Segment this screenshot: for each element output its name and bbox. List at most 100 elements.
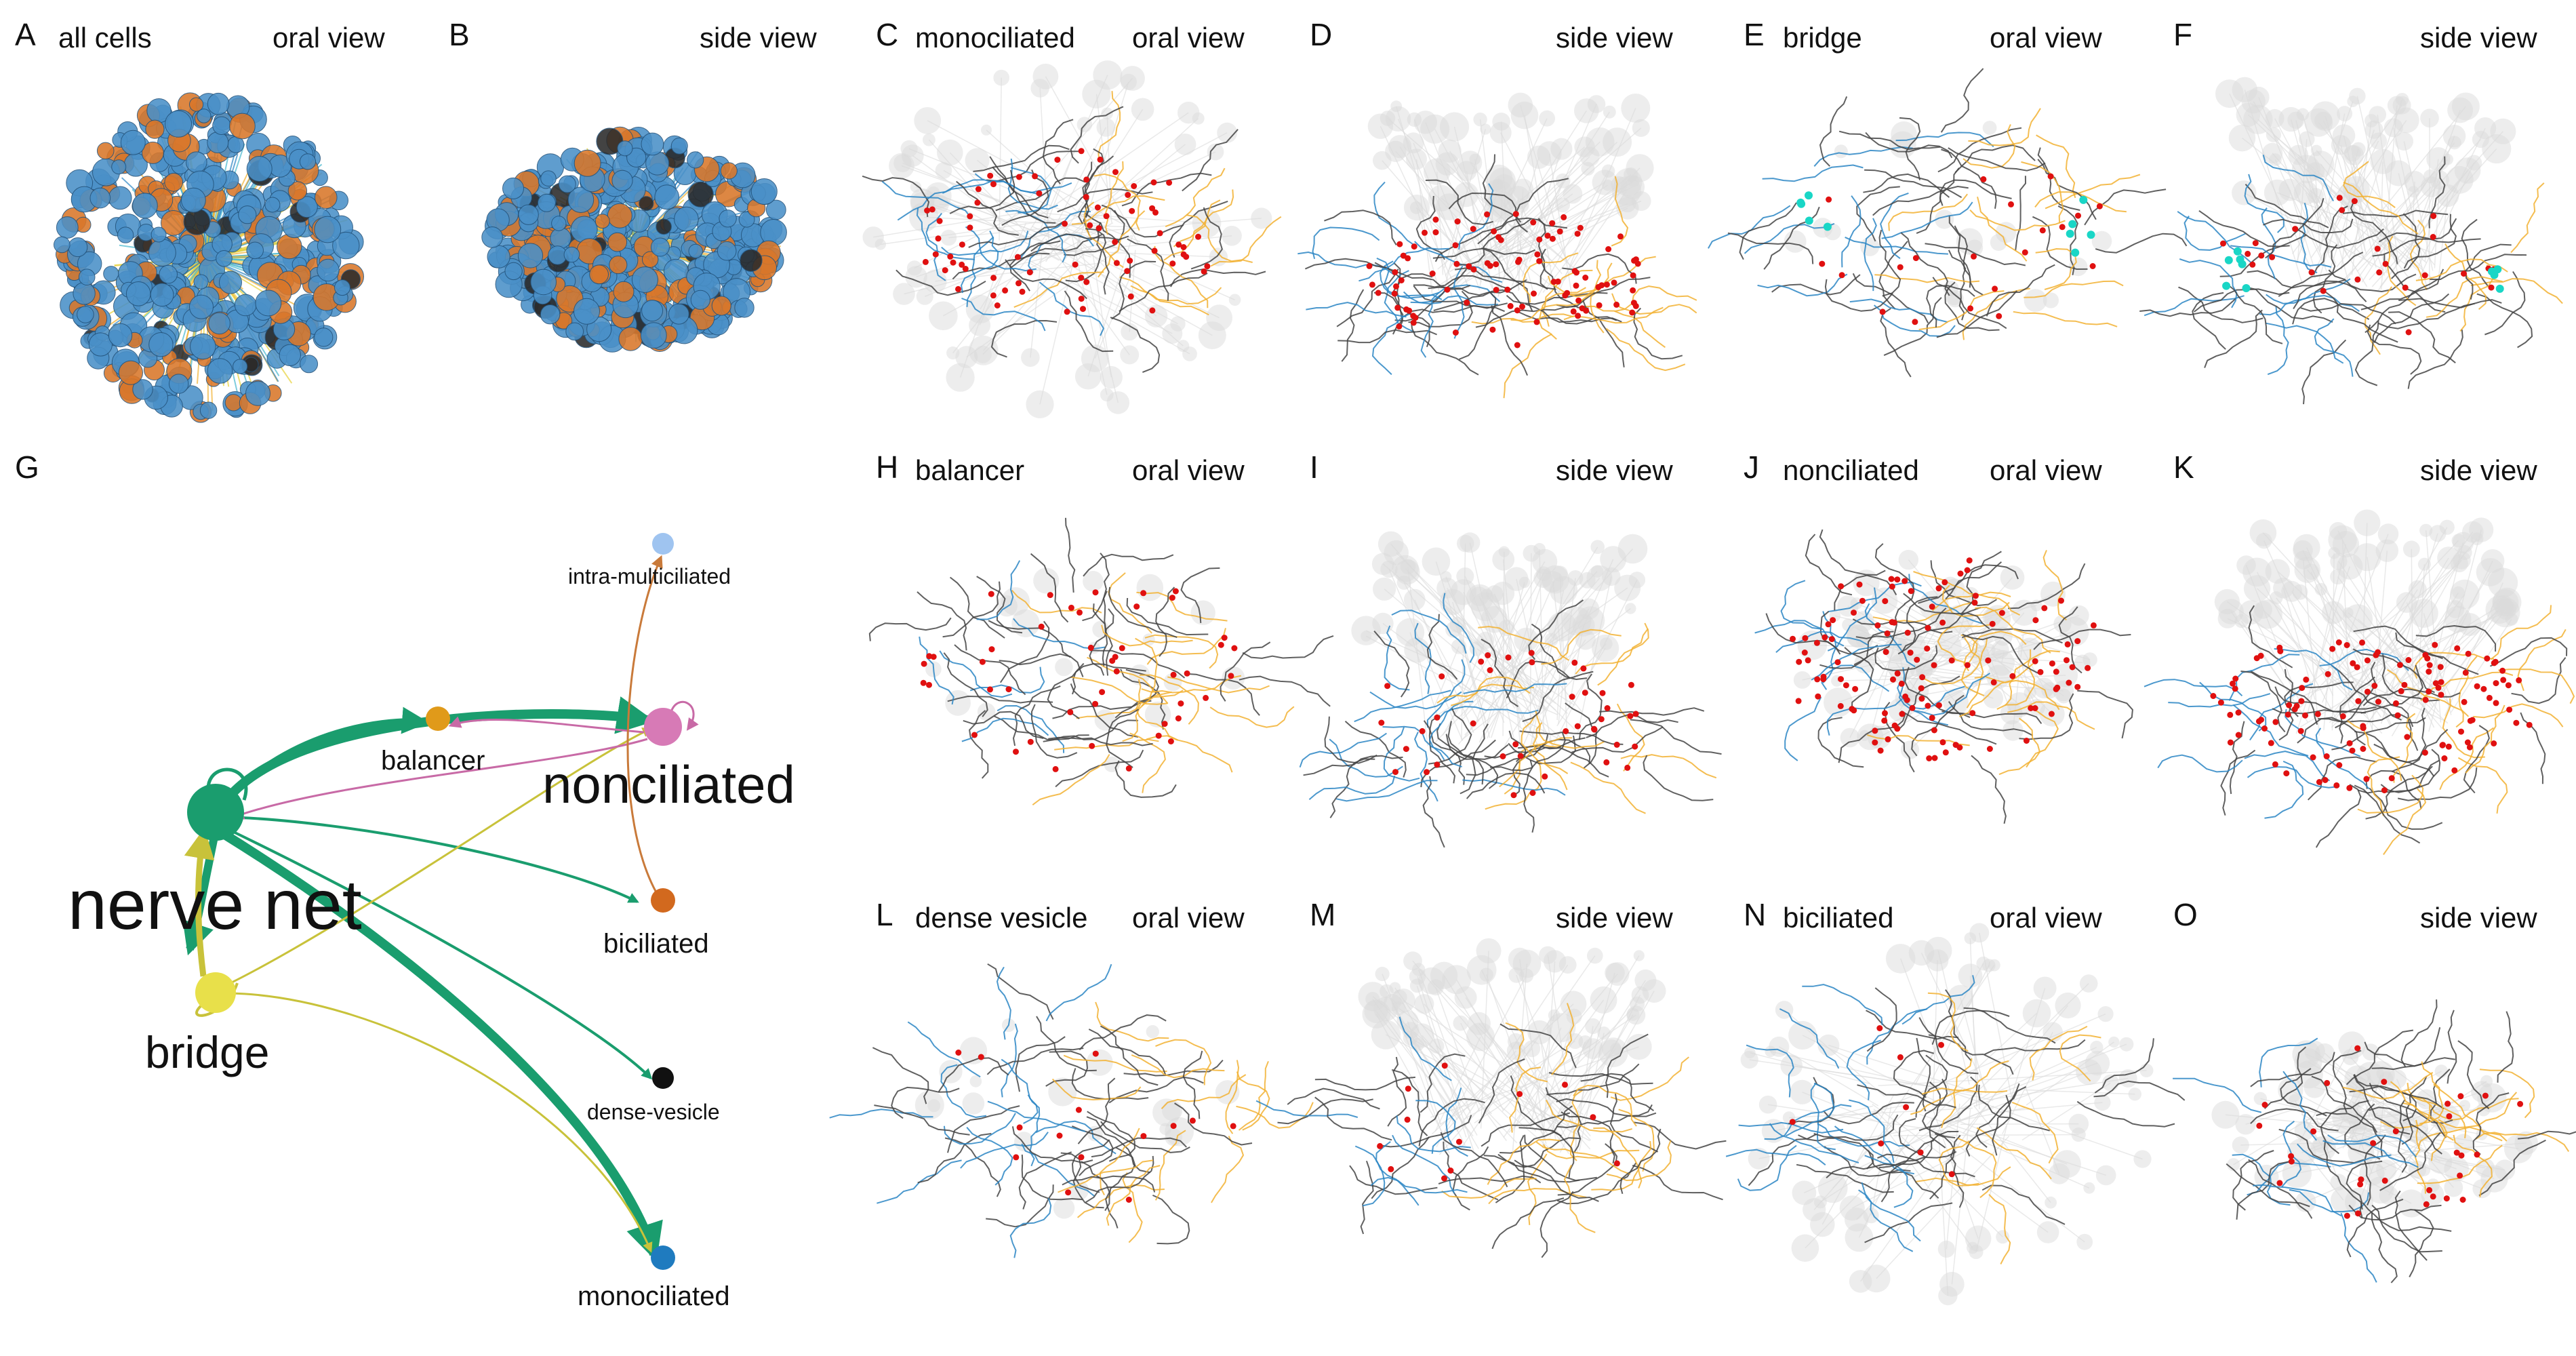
- all-cells-side-render: [481, 126, 787, 353]
- edges-biciliated: [626, 555, 663, 901]
- panel-letter: E: [1744, 17, 1765, 52]
- panel-letter: B: [449, 17, 470, 52]
- panel-view-label: side view: [700, 22, 817, 54]
- neurite-traces: [868, 517, 1334, 805]
- panel-view-label: oral view: [1132, 902, 1245, 934]
- nonciliated-side-render: [2144, 509, 2575, 856]
- all-cells-oral-render: [54, 92, 364, 423]
- ghost-cells: [1784, 121, 2112, 312]
- ghost-cells: [1793, 550, 2097, 759]
- panel-view-label: oral view: [1990, 902, 2102, 934]
- panel-letter: H: [876, 450, 899, 485]
- neurite-traces: [862, 91, 1282, 374]
- cell-cloud: [54, 92, 364, 423]
- ghost-cells: [914, 1018, 1240, 1219]
- panel-view-label: side view: [2420, 902, 2537, 934]
- node-nonciliated: [644, 708, 682, 746]
- synapse-markers: [1366, 211, 1641, 348]
- panel-letter: M: [1310, 897, 1336, 932]
- balancer-oral-render: [868, 517, 1334, 805]
- panel-letter: A: [15, 17, 36, 52]
- node-balancer: [426, 706, 450, 731]
- panel-k: K side view: [2144, 441, 2576, 888]
- panel-o: O side view: [2169, 888, 2576, 1356]
- ghost-cells: [1358, 938, 1666, 1155]
- panel-letter: K: [2173, 450, 2194, 485]
- label-monociliated: monociliated: [578, 1281, 730, 1311]
- synapse-markers: [1378, 650, 1639, 799]
- panel-title: nonciliated: [1783, 454, 1919, 486]
- balancer-side-render: [1299, 531, 1722, 848]
- panel-view-label: side view: [1556, 22, 1673, 54]
- ghost-cells: [862, 60, 1272, 419]
- label-nonciliated: nonciliated: [542, 755, 795, 814]
- panel-title: biciliated: [1783, 902, 1894, 934]
- node-bridge: [195, 972, 236, 1013]
- biciliated-side-render: [2173, 999, 2576, 1283]
- panel-n: N biciliated oral view: [1725, 888, 2186, 1356]
- biciliated-oral-render: [1725, 923, 2186, 1306]
- panel-view-label: oral view: [1990, 22, 2102, 54]
- panel-view-label: side view: [1556, 454, 1673, 486]
- label-nerve-net: nerve net: [68, 866, 362, 944]
- synapse-markers: [1790, 557, 2097, 761]
- bridge-side-render: [2139, 77, 2563, 405]
- panel-title: all cells: [58, 22, 152, 54]
- bridge-oral-render: [1708, 68, 2188, 378]
- ghost-cells: [1351, 531, 1648, 749]
- label-intra-multiciliated: intra-multiciliated: [568, 564, 731, 589]
- node-monociliated: [651, 1245, 675, 1270]
- panel-title: monociliated: [915, 22, 1075, 54]
- node-nerve-net: [187, 784, 244, 841]
- dense-vesicle-side-render: [1255, 938, 1727, 1258]
- panel-letter: N: [1744, 897, 1767, 932]
- label-bridge: bridge: [145, 1027, 270, 1077]
- cell-cloud: [481, 126, 787, 353]
- neurite-traces: [1255, 1003, 1727, 1258]
- panel-letter: C: [876, 17, 899, 52]
- panel-letter: D: [1310, 17, 1333, 52]
- cell-type-network-graph: [182, 533, 699, 1270]
- panel-a: A all cells oral view: [0, 0, 434, 441]
- panel-c: C monociliated oral view: [862, 0, 1302, 441]
- panel-h: H balancer oral view: [868, 441, 1334, 888]
- synapse-markers: [955, 1050, 1236, 1203]
- panel-letter: I: [1310, 450, 1319, 485]
- nonciliated-oral-render: [1754, 529, 2133, 824]
- panel-title: bridge: [1783, 22, 1862, 54]
- panel-f: F side view: [2139, 0, 2576, 441]
- panel-g-network: G: [0, 441, 868, 1356]
- panel-e: E bridge oral view: [1708, 0, 2188, 441]
- neurite-traces: [2173, 999, 2576, 1283]
- synapse-markers: [922, 148, 1211, 315]
- synapse-markers: [2210, 639, 2533, 794]
- node-biciliated: [651, 888, 675, 913]
- panel-letter: O: [2173, 897, 2198, 932]
- label-balancer: balancer: [381, 746, 485, 776]
- neurite-traces: [829, 963, 1314, 1258]
- synapse-markers: [1796, 173, 2103, 325]
- panel-letter: G: [15, 450, 39, 485]
- node-intra-multiciliated: [652, 533, 674, 555]
- node-dense-vesicle: [652, 1067, 674, 1089]
- panel-title: balancer: [915, 454, 1025, 486]
- panel-l: L dense vesicle oral view: [829, 888, 1314, 1356]
- panel-view-label: oral view: [1990, 454, 2102, 486]
- synapse-markers: [2256, 1045, 2524, 1219]
- panel-view-label: side view: [1556, 902, 1673, 934]
- panel-view-label: oral view: [273, 22, 385, 54]
- synapse-markers: [920, 588, 1238, 772]
- ghost-cells: [2215, 77, 2516, 292]
- label-dense-vesicle: dense-vesicle: [587, 1100, 720, 1124]
- dense-vesicle-oral-render: [829, 963, 1314, 1258]
- panel-i: I side view: [1299, 441, 1735, 888]
- neurite-traces: [2139, 155, 2563, 405]
- panel-view-label: oral view: [1132, 22, 1245, 54]
- ghost-cells: [1367, 92, 1654, 298]
- panel-m: M side view: [1255, 888, 1735, 1356]
- ghost-cells: [1740, 923, 2154, 1306]
- panel-j: J nonciliated oral view: [1735, 441, 2169, 888]
- panel-letter: L: [876, 897, 893, 932]
- label-biciliated: biciliated: [603, 929, 709, 959]
- edges-nonciliated: [231, 700, 699, 820]
